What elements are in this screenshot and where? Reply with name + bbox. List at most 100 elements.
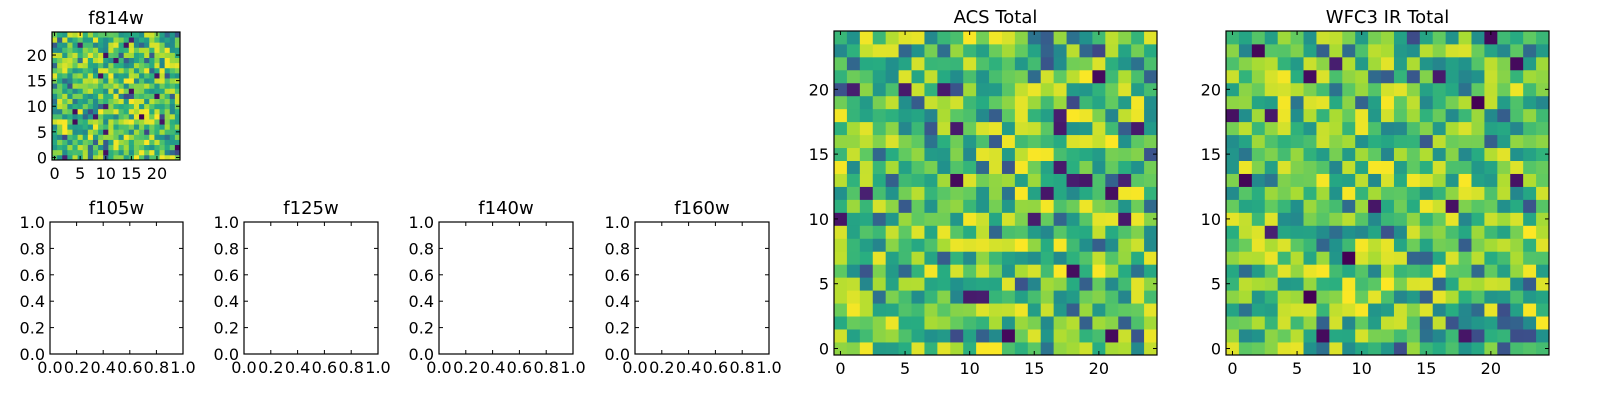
acs-total-cell	[846, 290, 861, 304]
f814w-cell	[118, 62, 125, 69]
f160w-title: f160w	[674, 198, 729, 219]
acs-total-cell	[859, 173, 874, 187]
wfc3-ir-total-cell	[1368, 251, 1382, 265]
acs-total-cell	[898, 238, 912, 252]
wfc3-ir-total-cell	[1238, 160, 1253, 174]
acs-total-cell	[950, 95, 964, 110]
acs-total-cell	[1066, 342, 1080, 356]
wfc3-ir-total-cell	[1536, 69, 1550, 84]
wfc3-ir-total-cell	[1484, 121, 1498, 136]
acs-total-cell	[950, 212, 964, 226]
f814w-cell	[118, 124, 125, 130]
acs-total-cell	[1079, 134, 1093, 149]
f814w-cell	[169, 93, 176, 99]
f814w-cell	[123, 124, 130, 130]
wfc3-ir-total-cell	[1368, 212, 1382, 226]
f814w-cell	[77, 113, 84, 120]
f814w-cell	[164, 88, 171, 94]
f814w-cell	[87, 32, 94, 38]
wfc3-ir-total-cell	[1264, 290, 1279, 304]
f814w-cell	[164, 98, 171, 105]
wfc3-ir-total-cell	[1419, 329, 1434, 343]
acs-total-cell	[963, 277, 977, 291]
f814w-cell	[82, 134, 89, 140]
acs-total-cell	[1092, 173, 1106, 187]
acs-total-cell	[859, 199, 874, 213]
acs-total-cell	[1105, 238, 1119, 252]
acs-total-cell	[1092, 160, 1106, 174]
acs-total-cell	[924, 186, 938, 200]
wfc3-ir-total-cell	[1342, 329, 1356, 343]
wfc3-ir-total-cell	[1238, 329, 1253, 343]
f814w-cell	[87, 88, 94, 94]
wfc3-ir-total-cell	[1264, 264, 1279, 278]
acs-total-cell	[1079, 303, 1093, 317]
wfc3-ir-total-cell	[1432, 212, 1447, 226]
f105w-ytick-label: 0.2	[20, 319, 45, 338]
acs-total-cell	[1053, 277, 1067, 291]
acs-total-cell	[834, 43, 848, 58]
wfc3-ir-total-cell	[1342, 43, 1356, 58]
f125w-xtick-label: 0.0	[231, 358, 256, 377]
acs-total-cell	[898, 95, 912, 110]
wfc3-ir-total-cell	[1277, 95, 1291, 110]
acs-total-cell	[872, 173, 887, 187]
acs-total-cell	[911, 31, 925, 45]
f125w-ytick-label: 0.2	[214, 319, 239, 338]
wfc3-ir-total-cell	[1277, 303, 1291, 317]
f814w-cell	[108, 57, 114, 64]
f105w-xtick-label: 0.2	[64, 358, 89, 377]
acs-total-cell	[950, 31, 964, 45]
wfc3-ir-total-cell	[1251, 264, 1266, 278]
f814w-cell	[164, 72, 171, 79]
f814w-cell	[159, 134, 166, 140]
acs-total-cell	[1131, 160, 1145, 174]
wfc3-ir-total-cell	[1290, 251, 1304, 265]
wfc3-ir-total-cell	[1381, 264, 1395, 278]
f814w-cell	[128, 108, 135, 115]
f814w-cell	[87, 57, 94, 64]
acs-total-cell	[1079, 69, 1093, 84]
f814w-cell	[103, 98, 109, 105]
f814w-cell	[169, 83, 176, 89]
f814w-cell	[98, 134, 104, 140]
f814w-cell	[123, 42, 130, 48]
wfc3-ir-total-cell	[1368, 147, 1382, 161]
acs-total-cell	[963, 173, 977, 187]
acs-total-cell	[963, 238, 977, 252]
f814w-cell	[113, 139, 119, 146]
f814w-cell	[67, 47, 73, 53]
wfc3-ir-total-cell	[1484, 303, 1498, 317]
acs-total-cell	[1014, 95, 1029, 110]
wfc3-ir-total-cell	[1251, 56, 1266, 71]
acs-total-cell	[846, 160, 861, 174]
wfc3-ir-total-cell	[1523, 147, 1537, 161]
f814w-cell	[154, 37, 160, 43]
acs-total-cell	[872, 342, 887, 356]
wfc3-ir-total-cell	[1303, 134, 1317, 149]
acs-total-cell	[976, 121, 990, 136]
wfc3-ir-total-cell	[1355, 264, 1369, 278]
acs-total-cell	[1131, 147, 1145, 161]
acs-total-cell	[1092, 212, 1106, 226]
acs-total-cell	[1027, 238, 1042, 252]
wfc3-ir-total-cell	[1393, 121, 1408, 136]
wfc3-ir-total-cell	[1458, 212, 1472, 226]
f814w-cell	[108, 129, 114, 135]
acs-total-cell	[1131, 238, 1145, 252]
f160w-ytick-label: 0.4	[605, 292, 630, 311]
f814w-cell	[133, 139, 140, 146]
f814w-cell	[67, 108, 73, 115]
f814w-cell	[118, 108, 125, 115]
acs-total-cell	[1131, 225, 1145, 239]
acs-total-cell	[963, 251, 977, 265]
wfc3-ir-total-cell	[1484, 212, 1498, 226]
acs-total-cell	[1105, 134, 1119, 149]
f140w-ytick-label: 0.2	[409, 319, 434, 338]
acs-total-cell	[1118, 264, 1132, 278]
acs-total-cell	[885, 264, 899, 278]
acs-total-ytick-label: 20	[809, 80, 829, 99]
acs-total-cell	[1105, 173, 1119, 187]
f814w-cell	[82, 78, 89, 84]
